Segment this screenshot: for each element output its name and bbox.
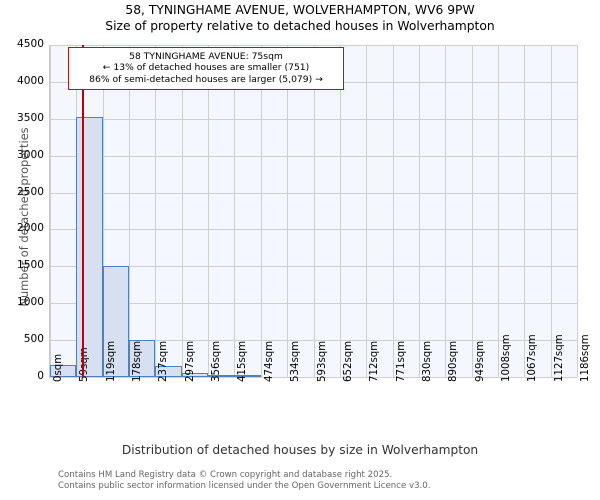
x-tick-label: 119sqm xyxy=(105,340,117,382)
y-tick-label: 2000 xyxy=(17,222,44,235)
histogram-bar xyxy=(76,116,103,377)
gridline-vertical xyxy=(260,45,262,377)
histogram-bar xyxy=(102,266,130,377)
x-tick-label: 0sqm xyxy=(53,353,64,382)
x-tick-label: 415sqm xyxy=(237,340,249,382)
gridline-vertical xyxy=(577,45,578,377)
y-tick-label: 3000 xyxy=(17,148,44,161)
gridline-horizontal xyxy=(50,377,577,378)
x-tick-label: 178sqm xyxy=(132,340,144,382)
gridline-vertical xyxy=(208,45,210,377)
y-tick-label: 3500 xyxy=(17,111,44,124)
x-tick-label: 712sqm xyxy=(369,340,381,382)
x-tick-label: 237sqm xyxy=(158,340,170,382)
histogram-bar xyxy=(208,374,235,377)
property-size-marker-line xyxy=(82,45,85,377)
x-tick-label: 1186sqm xyxy=(580,334,591,382)
annotation-line-1: 58 TYNINGHAME AVENUE: 75sqm xyxy=(129,51,283,62)
y-tick-label: 4000 xyxy=(17,74,44,87)
chart-title-block: 58, TYNINGHAME AVENUE, WOLVERHAMPTON, WV… xyxy=(0,2,600,34)
page-title: 58, TYNINGHAME AVENUE, WOLVERHAMPTON, WV… xyxy=(125,3,475,17)
y-tick-label: 2500 xyxy=(17,185,44,198)
x-tick-label: 652sqm xyxy=(342,340,354,382)
footer: Contains HM Land Registry data © Crown c… xyxy=(58,470,598,491)
gridline-vertical xyxy=(155,45,157,377)
annotation-line-2: ← 13% of detached houses are smaller (75… xyxy=(102,62,310,74)
histogram-bar xyxy=(129,340,156,377)
gridline-vertical xyxy=(471,45,473,377)
gridline-vertical xyxy=(313,45,315,377)
gridline-vertical xyxy=(234,45,236,377)
x-tick-label: 356sqm xyxy=(211,340,223,382)
footer-line-1: Contains HM Land Registry data © Crown c… xyxy=(58,470,393,480)
y-tick-label: 0 xyxy=(37,370,44,382)
x-tick-label: 949sqm xyxy=(474,340,486,382)
x-tick-label: 474sqm xyxy=(263,340,275,382)
x-tick-label: 1127sqm xyxy=(553,334,565,382)
x-tick-label: 534sqm xyxy=(290,340,302,382)
gridline-vertical xyxy=(550,45,552,377)
gridline-vertical xyxy=(129,45,131,377)
annotation-line-3: 86% of semi-detached houses are larger (… xyxy=(89,73,323,85)
gridline-vertical xyxy=(497,45,499,377)
x-tick-label: 1067sqm xyxy=(527,334,539,382)
gridline-vertical xyxy=(366,45,368,377)
x-tick-label: 830sqm xyxy=(421,340,433,382)
histogram-bar xyxy=(181,372,209,377)
gridline-vertical xyxy=(181,45,183,377)
footer-line-2: Contains public sector information licen… xyxy=(58,480,431,491)
x-tick-label: 59sqm xyxy=(79,347,91,382)
x-axis-label: Distribution of detached houses by size … xyxy=(121,443,479,457)
gridline-vertical xyxy=(287,45,289,377)
y-tick-label: 4500 xyxy=(17,38,44,50)
gridline-vertical xyxy=(418,45,420,377)
x-tick-label: 1008sqm xyxy=(500,334,512,382)
gridline-vertical xyxy=(445,45,447,377)
annotation-box: 58 TYNINGHAME AVENUE: 75sqm ← 13% of det… xyxy=(68,47,344,91)
y-axis-label-holder: Number of detached properties xyxy=(8,60,31,360)
x-tick-label: 890sqm xyxy=(448,340,460,382)
y-tick-label: 1500 xyxy=(17,259,44,272)
gridline-vertical xyxy=(50,45,51,377)
histogram-bar xyxy=(234,375,261,377)
histogram-bar xyxy=(155,365,182,377)
y-tick-label: 500 xyxy=(23,333,44,346)
histogram-bar xyxy=(50,364,77,377)
gridline-vertical xyxy=(339,45,341,377)
gridline-vertical xyxy=(102,45,104,377)
gridline-vertical xyxy=(392,45,394,377)
x-tick-label: 593sqm xyxy=(316,340,328,382)
x-tick-label: 297sqm xyxy=(184,340,196,382)
y-tick-label: 1000 xyxy=(17,296,44,309)
x-tick-label: 771sqm xyxy=(395,340,407,382)
gridline-vertical xyxy=(524,45,526,377)
plot-area xyxy=(49,45,578,378)
chart-subtitle: Size of property relative to detached ho… xyxy=(105,19,495,33)
